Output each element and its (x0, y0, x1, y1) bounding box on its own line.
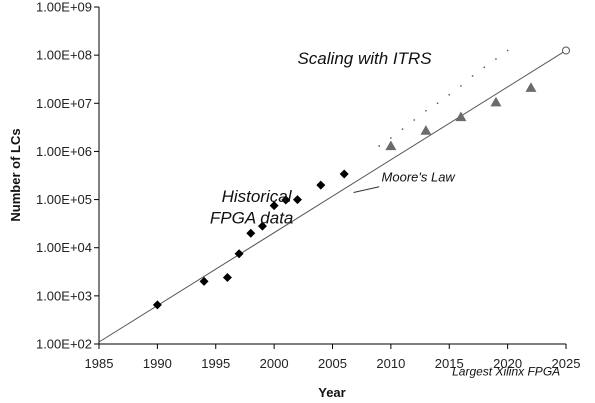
y-tick-label: 1.00E+05 (36, 192, 92, 207)
y-axis-title: Number of LCs (8, 128, 23, 221)
itrs-scaling-point (471, 75, 474, 77)
chart-annotation: Moore's Law (382, 169, 457, 184)
x-tick-label: 2005 (318, 356, 347, 371)
x-axis-ticks: 1985 1990 1995 2000 2005 2010 2015 2020 2025 (85, 344, 581, 371)
x-axis-title: Year (318, 385, 345, 400)
y-tick-label: 1.00E+04 (36, 240, 92, 255)
x-tick-label: 1985 (85, 356, 114, 371)
itrs-scaling-point (425, 109, 427, 112)
y-tick-label: 1.00E+09 (36, 0, 92, 15)
itrs-scaling-point (401, 128, 404, 131)
itrs-scaling-point (460, 84, 462, 87)
historical-data-point (281, 195, 291, 205)
y-tick-label: 1.00E+03 (36, 288, 92, 303)
historical-data-point (152, 300, 162, 310)
trend-end-point (562, 46, 570, 55)
historical-data-point (222, 273, 232, 283)
itrs-scaling-point (506, 49, 509, 52)
x-tick-label: 2020 (493, 356, 522, 371)
projected-data-point (525, 82, 537, 92)
x-tick-label: 2025 (552, 356, 581, 371)
moores-law-callout-line (353, 186, 380, 194)
itrs-scaling-point (389, 137, 392, 139)
x-tick-label: 2015 (435, 356, 464, 371)
chart-annotation: Largest Xilinx FPGA (452, 365, 560, 379)
projected-data-point (420, 125, 432, 135)
itrs-scaling-point (483, 66, 486, 69)
y-axis-ticks: 1.00E+02 1.00E+03 1.00E+04 1.00E+05 1.00E+06… (36, 0, 99, 352)
projected-data-point (490, 96, 502, 107)
projected-data-point (455, 111, 467, 122)
itrs-scaling-point (448, 93, 451, 96)
historical-data-point (316, 180, 326, 190)
chart-annotations: Scaling with ITRS Moore's Law Historical FP… (210, 49, 560, 379)
chart-annotation: Historical (222, 187, 293, 206)
itrs-scaling-point (413, 119, 416, 121)
historical-data-point (339, 169, 349, 179)
historical-data-point (292, 195, 302, 205)
itrs-scaling-point (495, 58, 497, 60)
x-tick-label: 2000 (260, 356, 289, 371)
historical-data-point (246, 228, 256, 238)
y-tick-label: 1.00E+08 (36, 48, 92, 63)
itrs-scaling-point (436, 102, 439, 105)
x-tick-label: 1995 (201, 356, 230, 371)
historical-data-point (234, 249, 244, 259)
y-tick-label: 1.00E+02 (36, 337, 92, 352)
historical-data-point (269, 201, 279, 211)
chart-annotation: FPGA data (210, 208, 293, 227)
moores-law-trend-line (98, 50, 567, 343)
x-tick-label: 1990 (143, 356, 172, 371)
y-tick-label: 1.00E+06 (36, 144, 92, 159)
historical-data-point (257, 221, 267, 231)
y-tick-label: 1.00E+07 (36, 96, 92, 111)
data-points (152, 46, 570, 310)
x-tick-label: 2010 (376, 356, 405, 371)
chart-annotation: Scaling with ITRS (297, 49, 432, 68)
historical-data-point (199, 276, 209, 286)
projected-data-point (385, 140, 397, 151)
itrs-scaling-point (378, 145, 381, 147)
